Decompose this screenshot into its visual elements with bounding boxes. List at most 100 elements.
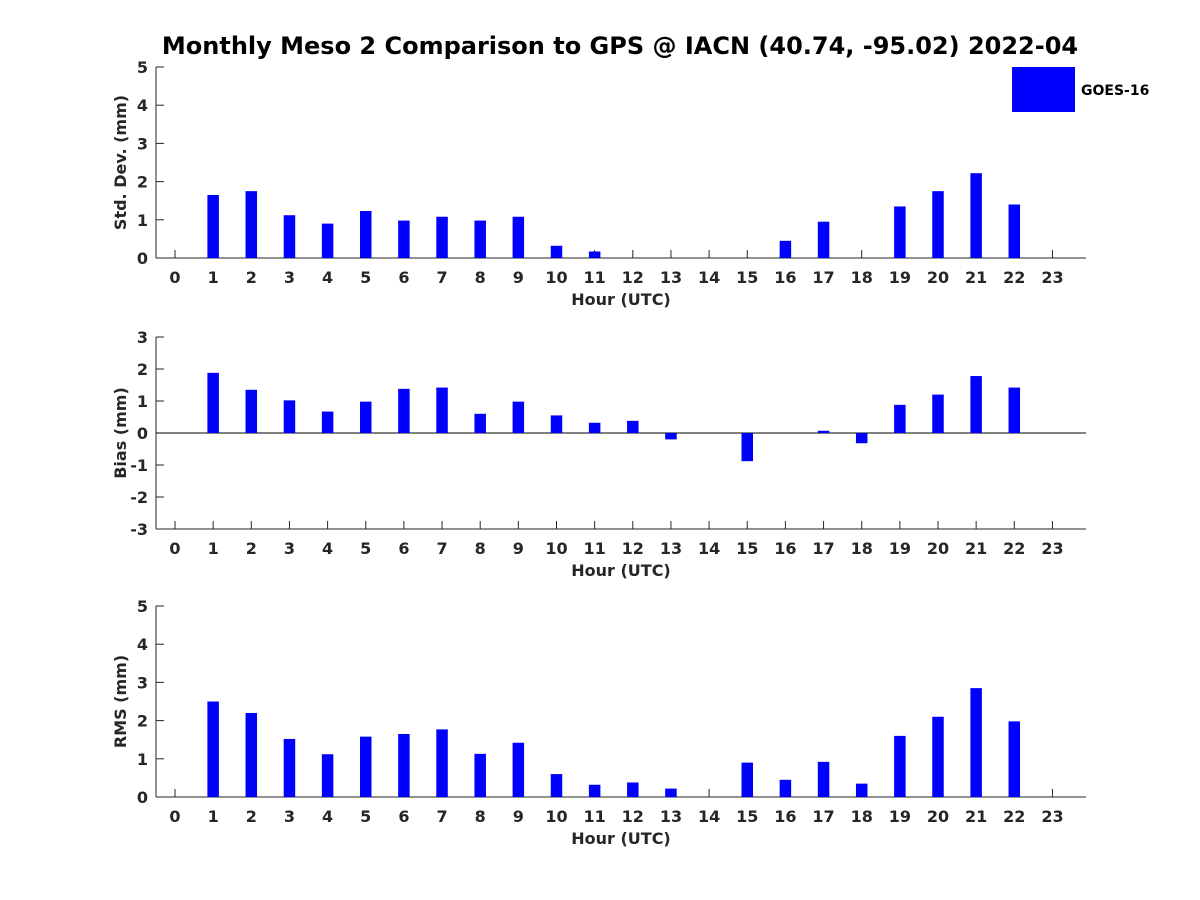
bar-hour-18 <box>855 783 868 797</box>
x-tick-label: 3 <box>284 268 295 287</box>
y-tick-label: 1 <box>137 750 148 769</box>
x-tick-label: 10 <box>545 539 567 558</box>
x-tick-label: 23 <box>1041 268 1063 287</box>
x-tick-label: 0 <box>169 539 180 558</box>
y-tick-label: 0 <box>137 788 148 807</box>
bar-hour-8 <box>474 413 486 433</box>
x-tick-label: 14 <box>698 268 720 287</box>
x-tick-label: 11 <box>584 268 606 287</box>
x-tick-label: 2 <box>246 268 257 287</box>
x-tick-label: 19 <box>889 807 911 826</box>
bar-hour-20 <box>932 394 944 433</box>
bar-hour-17 <box>817 761 830 797</box>
x-tick-label: 21 <box>965 807 987 826</box>
x-tick-label: 10 <box>545 268 567 287</box>
x-tick-label: 13 <box>660 807 682 826</box>
bar-hour-3 <box>283 738 296 797</box>
x-tick-label: 14 <box>698 539 720 558</box>
bar-hour-4 <box>321 223 334 258</box>
y-axis-label: RMS (mm) <box>111 655 130 748</box>
y-tick-label: 1 <box>137 392 148 411</box>
bar-hour-11 <box>588 422 601 433</box>
bar-hour-22 <box>1008 387 1021 433</box>
x-tick-label: 6 <box>398 807 409 826</box>
bar-hour-6 <box>398 733 410 797</box>
y-tick-label: -3 <box>130 520 148 539</box>
bar-hour-20 <box>932 191 944 258</box>
bar-hour-10 <box>550 774 563 797</box>
x-tick-label: 5 <box>360 268 371 287</box>
bar-hour-16 <box>779 240 792 258</box>
x-tick-label: 14 <box>698 807 720 826</box>
x-tick-label: 9 <box>513 807 524 826</box>
x-tick-label: 8 <box>475 268 486 287</box>
x-tick-label: 2 <box>246 539 257 558</box>
bar-hour-4 <box>321 754 334 797</box>
bar-hour-2 <box>245 191 258 258</box>
y-tick-label: 1 <box>137 211 148 230</box>
x-tick-label: 2 <box>246 807 257 826</box>
y-tick-label: 2 <box>137 712 148 731</box>
x-tick-label: 18 <box>851 807 873 826</box>
x-tick-label: 20 <box>927 539 949 558</box>
bar-hour-20 <box>932 716 944 797</box>
x-tick-label: 18 <box>851 539 873 558</box>
x-tick-label: 13 <box>660 268 682 287</box>
x-tick-label: 0 <box>169 268 180 287</box>
bar-hour-8 <box>474 220 486 258</box>
x-tick-label: 9 <box>513 539 524 558</box>
y-tick-label: 0 <box>137 249 148 268</box>
bar-hour-4 <box>321 411 334 433</box>
bar-hour-9 <box>512 401 525 433</box>
bar-hour-15 <box>741 762 753 797</box>
x-tick-label: 9 <box>513 268 524 287</box>
y-tick-label: 5 <box>137 597 148 616</box>
bar-hour-8 <box>474 753 486 797</box>
x-tick-label: 19 <box>889 268 911 287</box>
x-tick-label: 21 <box>965 268 987 287</box>
bar-hour-9 <box>512 742 525 797</box>
x-tick-label: 12 <box>622 268 644 287</box>
x-tick-label: 8 <box>475 539 486 558</box>
x-tick-label: 22 <box>1003 268 1025 287</box>
x-tick-label: 17 <box>812 539 834 558</box>
x-tick-label: 4 <box>322 268 333 287</box>
x-tick-label: 4 <box>322 807 333 826</box>
bar-hour-22 <box>1008 204 1021 258</box>
x-tick-label: 19 <box>889 539 911 558</box>
bar-hour-19 <box>894 206 906 258</box>
x-tick-label: 6 <box>398 539 409 558</box>
legend: GOES-16 <box>1012 67 1149 112</box>
x-tick-label: 12 <box>622 807 644 826</box>
x-tick-label: 16 <box>774 539 796 558</box>
bar-hour-1 <box>207 701 219 797</box>
y-tick-label: 3 <box>137 673 148 692</box>
bar-hour-1 <box>207 372 219 433</box>
bar-hour-18 <box>855 433 868 444</box>
x-tick-label: 6 <box>398 268 409 287</box>
x-tick-label: 11 <box>584 539 606 558</box>
bar-hour-15 <box>741 433 753 462</box>
y-tick-label: 4 <box>137 635 148 654</box>
bar-hour-12 <box>627 782 639 797</box>
y-tick-label: 5 <box>137 58 148 77</box>
bar-hour-11 <box>588 251 601 258</box>
x-tick-label: 11 <box>584 807 606 826</box>
bar-hour-5 <box>360 736 372 797</box>
bar-hour-21 <box>970 376 982 433</box>
bar-hour-22 <box>1008 721 1021 797</box>
x-tick-label: 23 <box>1041 539 1063 558</box>
x-tick-label: 5 <box>360 807 371 826</box>
x-tick-label: 10 <box>545 807 567 826</box>
bar-hour-7 <box>436 729 448 797</box>
y-tick-label: -1 <box>130 456 148 475</box>
legend-label: GOES-16 <box>1081 83 1149 99</box>
x-tick-label: 15 <box>736 807 758 826</box>
x-tick-label: 7 <box>436 268 447 287</box>
y-tick-label: 4 <box>137 96 148 115</box>
x-tick-label: 23 <box>1041 807 1063 826</box>
x-tick-label: 3 <box>284 807 295 826</box>
bar-hour-7 <box>436 216 448 258</box>
